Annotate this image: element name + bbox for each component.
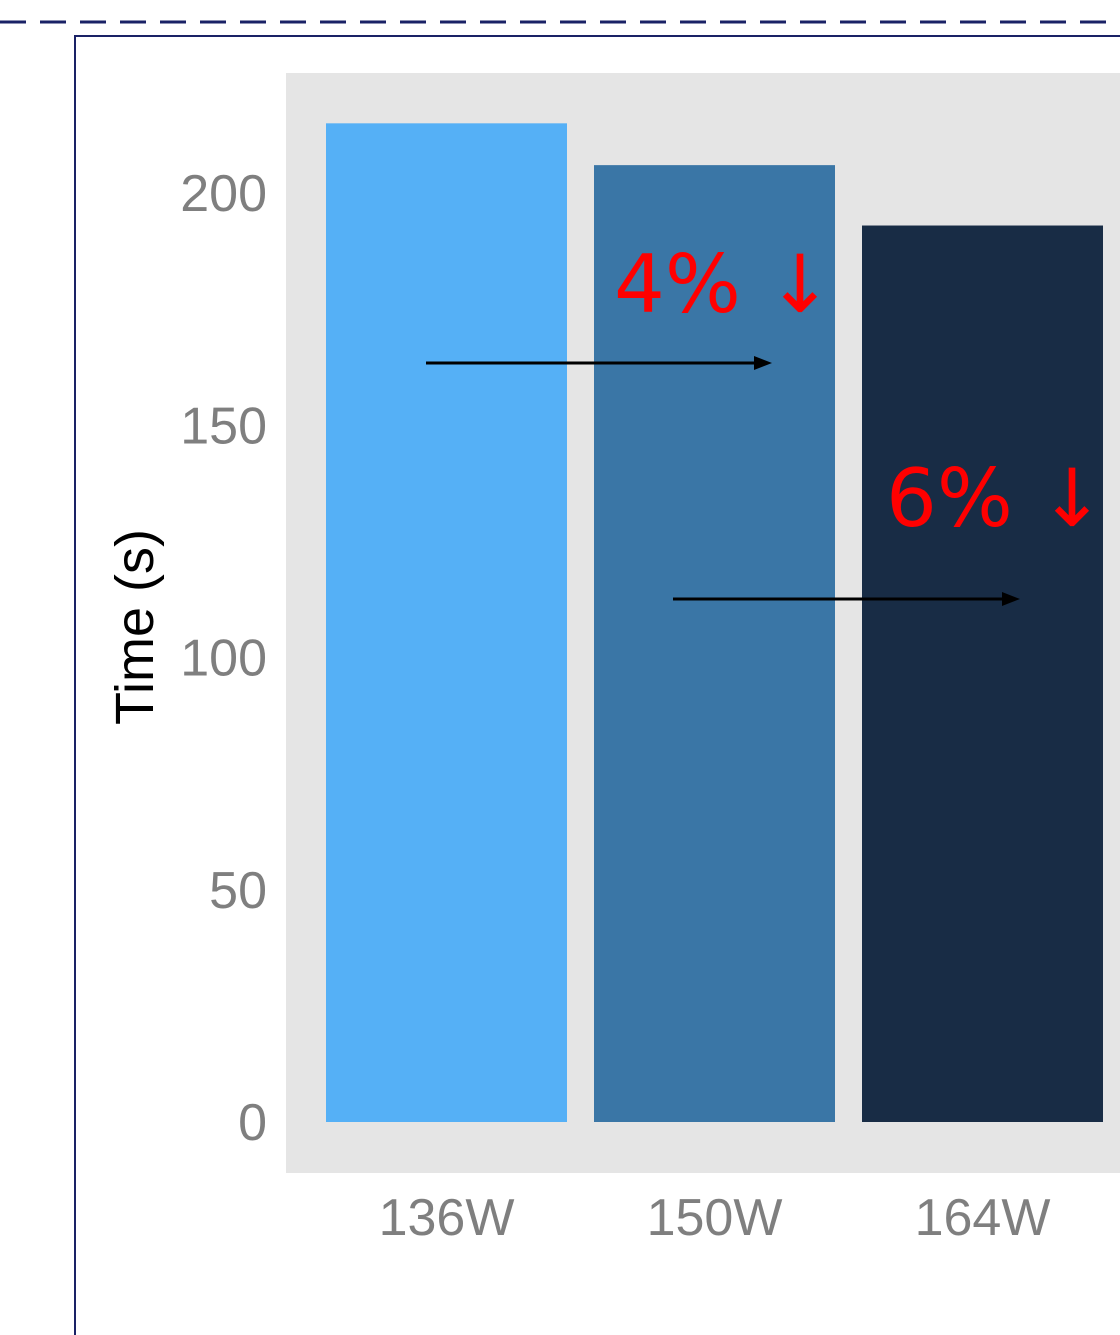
annotation-label: 4% ↓ (614, 238, 833, 331)
y-tick-label: 200 (180, 165, 267, 223)
bar-150W (594, 165, 835, 1122)
annotation-arrow-head (1002, 592, 1020, 606)
dashed-border-top (0, 20, 1120, 24)
x-tick-label: 150W (647, 1189, 783, 1247)
y-tick-label: 50 (209, 862, 267, 920)
panel-frame (74, 35, 1120, 1335)
annotation-label: 6% ↓ (886, 452, 1105, 545)
annotation-arrow-head (754, 356, 772, 370)
y-tick-label: 0 (238, 1094, 267, 1152)
x-tick-label: 136W (379, 1189, 515, 1247)
x-tick-label: 164W (915, 1189, 1051, 1247)
y-tick-label: 150 (180, 397, 267, 455)
bar-164W (862, 225, 1103, 1122)
y-axis-label: Time (s) (105, 529, 165, 725)
bar-136W (326, 123, 567, 1122)
y-tick-label: 100 (180, 630, 267, 688)
